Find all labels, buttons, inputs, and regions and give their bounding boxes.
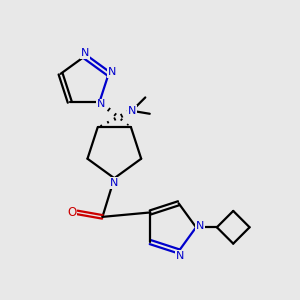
Text: N: N bbox=[196, 221, 204, 231]
Text: N: N bbox=[128, 106, 136, 116]
Text: N: N bbox=[80, 48, 89, 59]
Text: O: O bbox=[67, 206, 76, 219]
Text: N: N bbox=[108, 67, 116, 77]
Text: N: N bbox=[110, 178, 118, 188]
Text: N: N bbox=[97, 100, 105, 110]
Text: N: N bbox=[176, 251, 184, 261]
